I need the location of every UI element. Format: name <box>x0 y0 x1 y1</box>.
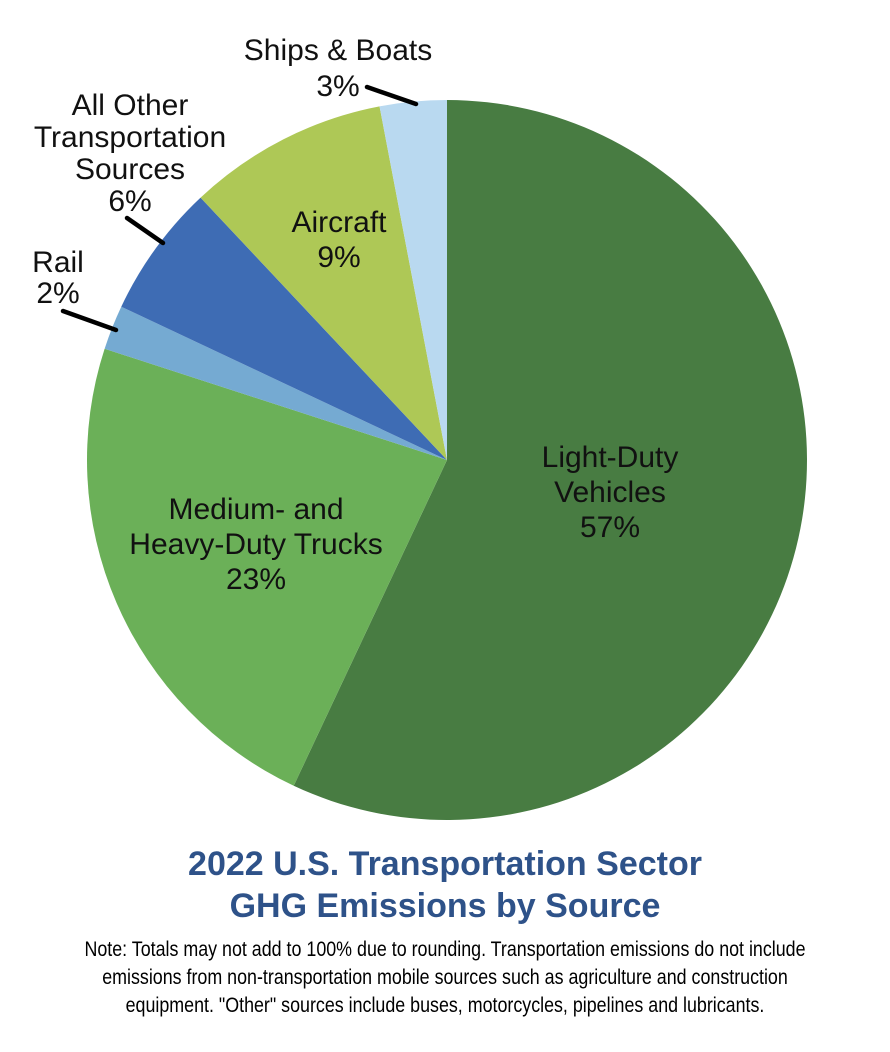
pie-slice-aircraft <box>200 106 447 460</box>
label-trucks-line2: Heavy-Duty Trucks <box>129 528 383 561</box>
label-ships-boats-name: Ships & Boats <box>243 34 433 67</box>
label-trucks: Medium- and Heavy-Duty Trucks 23% <box>129 492 382 597</box>
pie-slice-ships-boats <box>379 100 447 460</box>
label-rail-name: Rail <box>32 246 84 279</box>
chart-title-line1: 2022 U.S. Transportation Sector <box>188 845 702 883</box>
label-trucks-pct: 23% <box>225 563 287 596</box>
pie-slice-medium-and-heavy-duty-trucks <box>86 348 447 786</box>
label-all-other-pct: 6% <box>108 185 152 218</box>
label-light-duty: Light-Duty Vehicles 57% <box>542 440 679 545</box>
chart-note: Note: Totals may not add to 100% due to … <box>21 936 869 1020</box>
label-all-other: All Other Transportation Sources 6% <box>34 90 226 218</box>
pie-slice-rail <box>104 306 448 460</box>
label-trucks-line1: Medium- and <box>168 493 344 526</box>
pie-slice-all-other-transportation-sources <box>121 197 447 460</box>
label-ships-boats-pct: 3% <box>316 70 360 103</box>
label-light-duty-pct: 57% <box>579 511 641 544</box>
chart-note-line3: equipment. "Other" sources include buses… <box>125 994 765 1017</box>
leader-line-all-other <box>124 215 166 246</box>
leader-line-rail <box>60 308 119 333</box>
chart-note-line2: emissions from non-transportation mobile… <box>102 966 788 989</box>
pie-slice-light-duty-vehicles <box>293 100 807 820</box>
label-ships-boats: Ships & Boats 3% <box>244 33 432 105</box>
chart-title: 2022 U.S. Transportation Sector GHG Emis… <box>188 843 702 927</box>
label-aircraft-name: Aircraft <box>291 206 387 239</box>
label-aircraft: Aircraft 9% <box>291 205 386 275</box>
label-all-other-line1: All Other <box>71 89 189 122</box>
leader-line-ships-boats <box>364 84 419 107</box>
chart-note-line1: Note: Totals may not add to 100% due to … <box>84 938 806 961</box>
label-all-other-line2: Transportation <box>33 121 227 154</box>
label-light-duty-line2: Vehicles <box>554 476 666 509</box>
label-rail-pct: 2% <box>36 277 80 310</box>
label-light-duty-line1: Light-Duty <box>541 441 679 474</box>
label-aircraft-pct: 9% <box>317 241 361 274</box>
label-rail: Rail 2% <box>32 247 84 309</box>
label-all-other-line3: Sources <box>74 153 186 186</box>
chart-title-line2: GHG Emissions by Source <box>229 887 661 925</box>
